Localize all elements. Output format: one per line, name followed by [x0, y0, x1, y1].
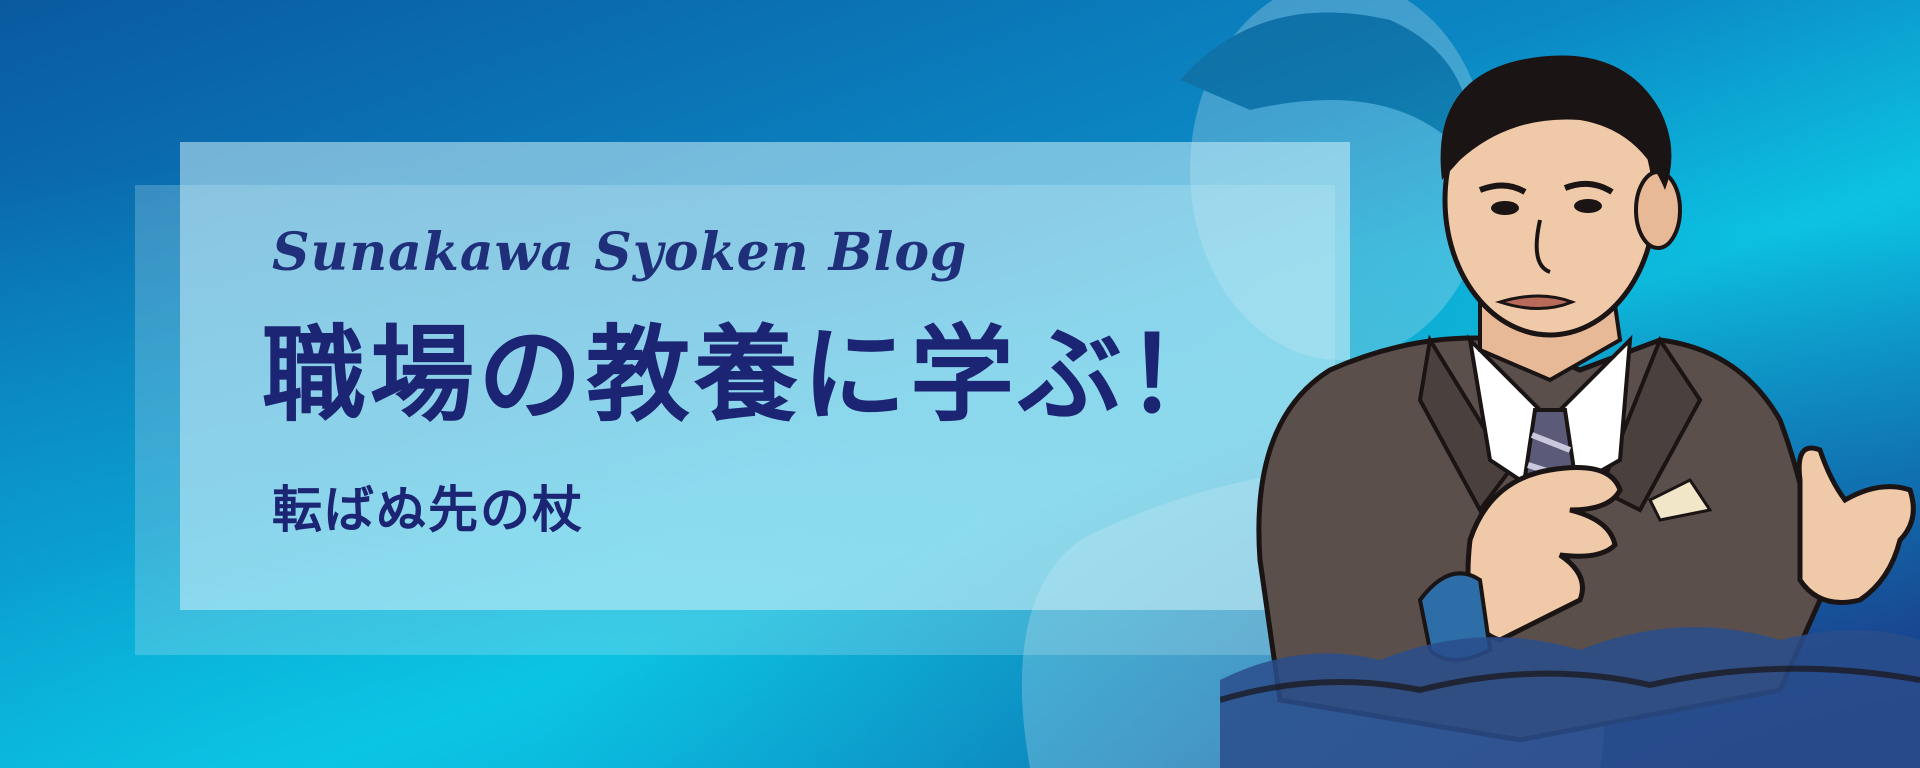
tagline: 転ばぬ先の杖 — [272, 480, 584, 539]
translucent-panel-front — [180, 142, 1350, 610]
hair — [1440, 55, 1672, 190]
gesturing-hand — [1796, 445, 1916, 605]
businessman-illustration — [1220, 55, 1920, 768]
blog-name: Sunakawa Syoken Blog — [272, 222, 968, 283]
page-title: 職場の教養に学ぶ！ — [262, 313, 1235, 436]
